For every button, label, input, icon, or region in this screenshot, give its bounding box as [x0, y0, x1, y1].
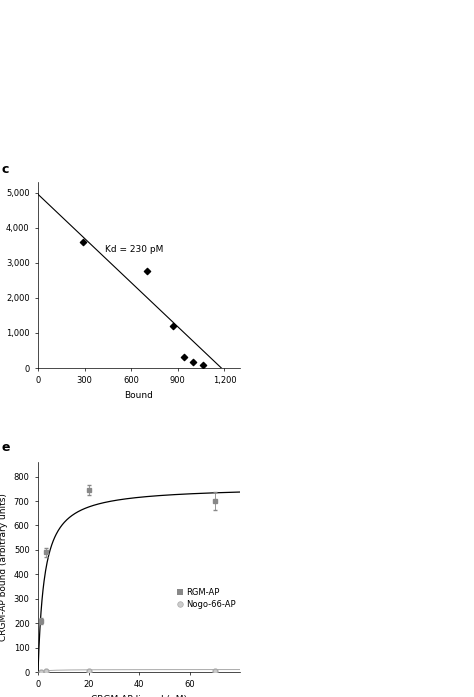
X-axis label: Bound: Bound — [125, 391, 154, 400]
X-axis label: CRGM-AP ligand (nM): CRGM-AP ligand (nM) — [91, 695, 187, 697]
Text: Kd = 230 pM: Kd = 230 pM — [105, 245, 163, 254]
Point — [79, 236, 87, 247]
Point — [169, 321, 177, 332]
Text: e: e — [1, 441, 10, 454]
Point — [143, 266, 151, 277]
Point — [190, 356, 197, 367]
Point — [199, 360, 207, 371]
Legend: RGM-AP, Nogo-66-AP: RGM-AP, Nogo-66-AP — [177, 588, 236, 608]
Y-axis label: CRGM-AP bound (arbitrary units): CRGM-AP bound (arbitrary units) — [0, 493, 8, 641]
Point — [180, 352, 188, 363]
Text: c: c — [1, 163, 9, 176]
